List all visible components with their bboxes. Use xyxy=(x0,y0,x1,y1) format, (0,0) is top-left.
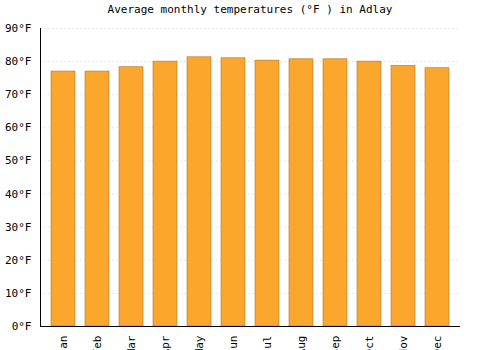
svg-text:May: May xyxy=(193,335,206,350)
svg-text:Apr: Apr xyxy=(159,335,172,350)
svg-text:Mar: Mar xyxy=(125,335,138,350)
svg-text:50°F: 50°F xyxy=(5,154,32,167)
svg-text:Jun: Jun xyxy=(227,336,240,350)
svg-text:Feb: Feb xyxy=(91,336,104,350)
svg-text:0°F: 0°F xyxy=(12,320,32,333)
svg-text:20°F: 20°F xyxy=(5,254,32,267)
svg-text:30°F: 30°F xyxy=(5,221,32,234)
svg-text:Aug: Aug xyxy=(295,336,308,350)
svg-text:Jan: Jan xyxy=(57,336,70,350)
svg-text:90°F: 90°F xyxy=(5,22,32,35)
svg-text:Nov: Nov xyxy=(397,335,410,350)
svg-text:Jul: Jul xyxy=(261,336,274,350)
svg-text:70°F: 70°F xyxy=(5,88,32,101)
svg-text:Oct: Oct xyxy=(363,336,376,350)
svg-text:Sep: Sep xyxy=(329,336,342,350)
html-text:Average monthly temperatures (: Average monthly temperatures (°F ) in Ad… xyxy=(107,3,393,16)
svg-text:60°F: 60°F xyxy=(5,121,32,134)
svg-text:40°F: 40°F xyxy=(5,188,32,201)
svg-text:80°F: 80°F xyxy=(5,55,32,68)
svg-text:10°F: 10°F xyxy=(5,287,32,300)
svg-text:Dec: Dec xyxy=(431,336,444,350)
